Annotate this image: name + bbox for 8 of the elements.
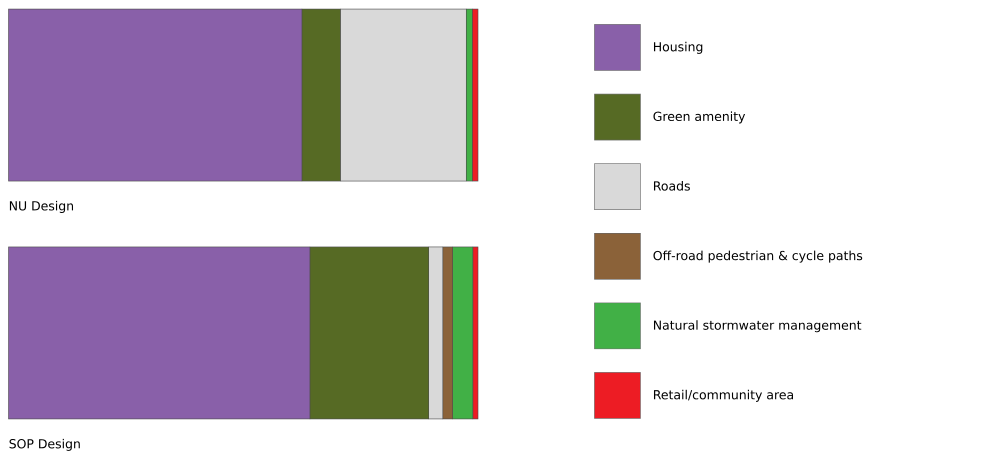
y-tick-label: NU Design xyxy=(10,200,74,213)
text: Off-road pedestrian & cycle paths xyxy=(653,250,862,263)
y-tick-label: SOP Design xyxy=(10,438,80,451)
text: Retail/community area xyxy=(654,390,794,402)
text: Green amenity xyxy=(653,111,746,124)
text: Roads xyxy=(654,181,690,191)
text: Natural stormwater management xyxy=(654,320,862,332)
text: Housing xyxy=(654,42,702,54)
